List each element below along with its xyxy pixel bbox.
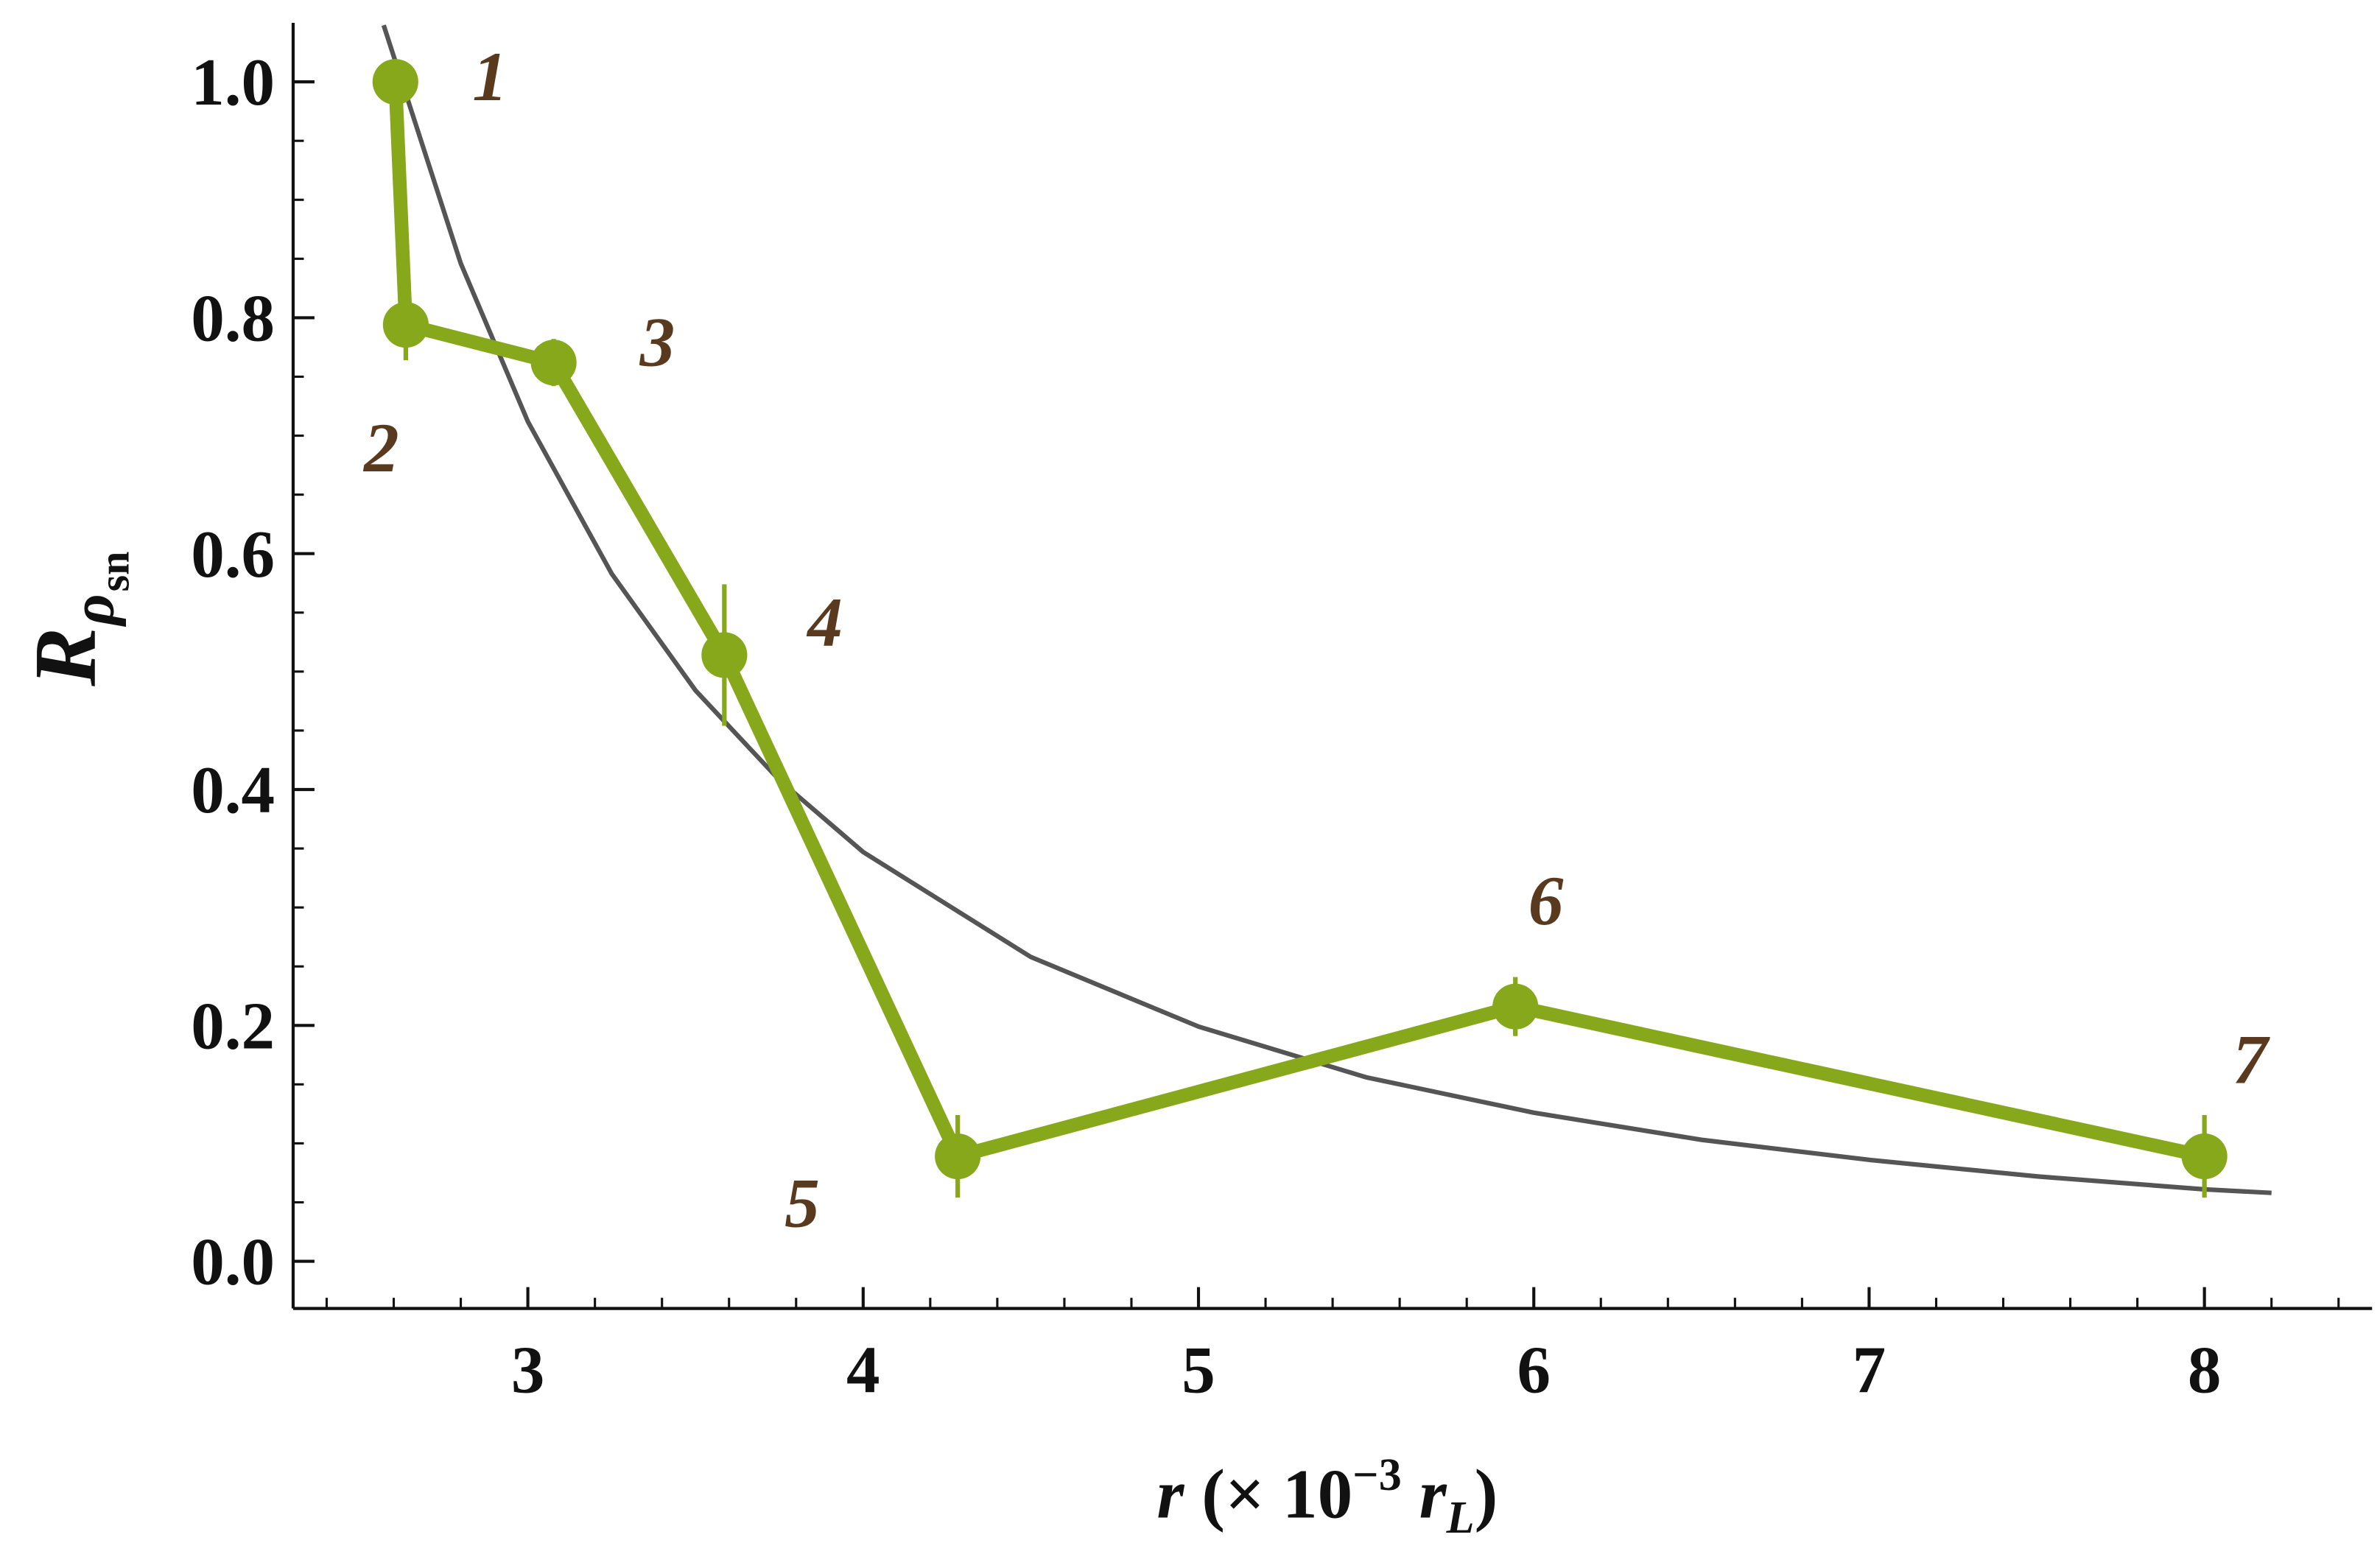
x-tick-label: 5 <box>1182 1333 1215 1407</box>
x-label-part: (× 10 <box>1184 1455 1352 1533</box>
x-tick-label: 8 <box>2188 1333 2222 1407</box>
point-label: 2 <box>362 409 399 487</box>
data-point <box>701 632 748 678</box>
point-label: 6 <box>1528 862 1564 940</box>
y-axis-label: R ρ sn <box>16 552 138 687</box>
x-label-part: r <box>1156 1455 1184 1533</box>
point-label: 1 <box>472 38 508 116</box>
data-point <box>1492 983 1539 1030</box>
y-tick-label: 0.0 <box>191 1225 275 1299</box>
y-tick-label: 0.2 <box>191 988 275 1063</box>
x-label-part: −3 <box>1352 1450 1401 1500</box>
x-tick-label: 6 <box>1517 1333 1551 1407</box>
data-point <box>530 340 577 386</box>
x-tick-label: 4 <box>846 1333 880 1407</box>
x-label-part: L <box>1446 1493 1475 1543</box>
point-label: 4 <box>806 583 843 661</box>
y-label-subsub: sn <box>90 552 138 592</box>
y-tick-label: 0.8 <box>191 281 275 355</box>
y-tick-label: 0.4 <box>191 753 275 827</box>
point-label: 3 <box>639 303 675 381</box>
y-tick-label: 1.0 <box>191 45 275 119</box>
data-line <box>388 81 2206 1164</box>
data-point <box>2181 1133 2228 1180</box>
x-label-part: r <box>1402 1455 1447 1533</box>
x-label-part: ) <box>1475 1455 1498 1533</box>
point-label: 7 <box>2233 1021 2270 1099</box>
x-tick-label: 3 <box>511 1333 545 1407</box>
data-point <box>372 59 418 105</box>
y-tick-label: 0.6 <box>191 517 275 591</box>
data-point <box>935 1133 981 1180</box>
x-axis-label: r (× 10−3 rL) <box>1156 1450 1498 1543</box>
point-label: 5 <box>784 1164 820 1242</box>
fit-curve <box>381 24 2272 1195</box>
x-tick-label: 7 <box>1853 1333 1886 1407</box>
y-label-base: R <box>16 627 114 687</box>
data-point <box>382 301 429 348</box>
y-label-sub: ρ <box>59 594 127 627</box>
